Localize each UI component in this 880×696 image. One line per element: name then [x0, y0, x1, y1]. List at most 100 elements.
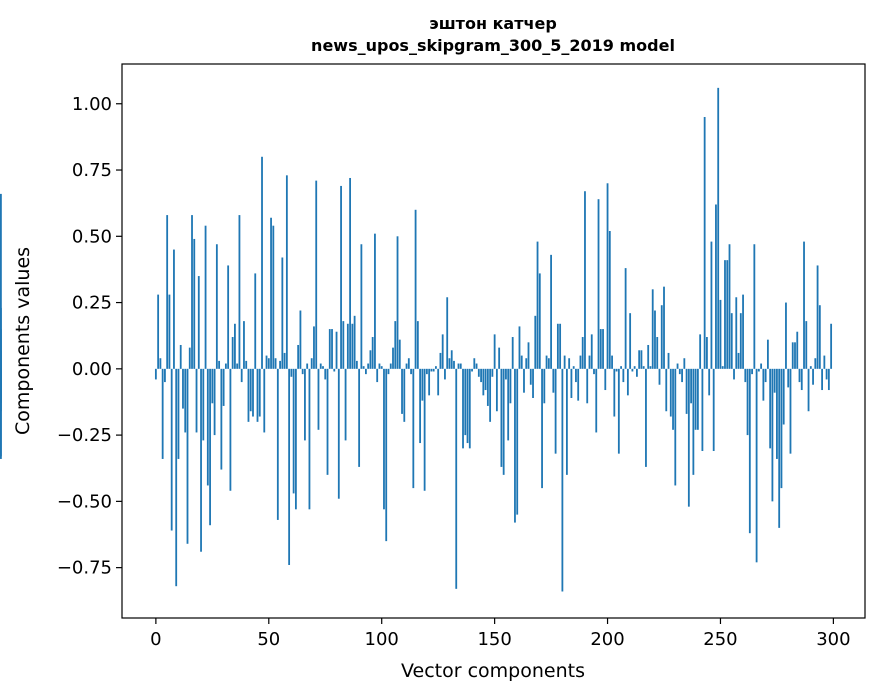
bar: [369, 350, 372, 369]
bar: [633, 366, 636, 369]
bar: [556, 323, 559, 369]
bar: [425, 368, 428, 375]
bar: [256, 368, 259, 422]
bar: [823, 355, 826, 369]
bar: [514, 368, 516, 523]
bar: [362, 366, 365, 369]
bar: [708, 368, 711, 396]
bar: [773, 368, 776, 393]
bar: [505, 368, 507, 380]
bar: [597, 199, 600, 369]
bar: [299, 310, 302, 369]
bar: [204, 225, 207, 369]
bar: [468, 368, 471, 449]
bar: [516, 368, 519, 515]
bar: [222, 368, 225, 406]
bar: [721, 366, 724, 369]
bar: [701, 368, 704, 451]
bar: [588, 355, 591, 369]
bar: [667, 352, 670, 369]
bar: [486, 368, 489, 406]
bar: [333, 368, 336, 372]
bar: [651, 289, 654, 369]
y-tick-label: 0.50: [72, 226, 112, 247]
bar: [337, 368, 340, 499]
bar: [182, 368, 184, 409]
bar: [527, 342, 530, 369]
bar: [511, 337, 514, 369]
bar: [288, 368, 291, 565]
bar: [525, 358, 528, 369]
bar: [766, 339, 769, 369]
bar: [495, 368, 498, 412]
bar: [812, 368, 814, 385]
bar: [782, 368, 785, 425]
bar: [800, 368, 803, 391]
bar: [360, 244, 363, 369]
bar: [324, 368, 327, 380]
bar: [414, 209, 417, 369]
bar: [238, 215, 241, 369]
bar: [547, 358, 550, 369]
bar: [776, 368, 778, 459]
bar: [313, 326, 315, 369]
bar: [640, 350, 643, 369]
bar: [317, 368, 320, 430]
bar: [157, 294, 160, 369]
bar: [577, 368, 580, 401]
bar: [710, 241, 713, 369]
bar: [236, 363, 239, 369]
bar: [281, 257, 284, 369]
bar: [699, 334, 702, 369]
bar: [412, 368, 415, 489]
bar: [534, 315, 537, 369]
bar: [184, 368, 187, 433]
bar: [322, 366, 324, 369]
bar: [0, 193, 2, 369]
bar: [696, 368, 699, 430]
x-axis-label: Vector components: [401, 660, 585, 682]
bar: [428, 368, 431, 396]
bar: [441, 334, 444, 369]
bar: [213, 368, 216, 436]
bar: [179, 344, 182, 369]
bar: [254, 273, 257, 369]
bar: [780, 368, 783, 489]
bar: [755, 368, 758, 563]
bar: [674, 368, 677, 486]
bar: [342, 321, 345, 369]
bar: [762, 368, 765, 401]
bar: [272, 225, 275, 369]
x-axis-ticks: 0 50 100 150 200 250 300: [150, 618, 851, 650]
bar: [663, 286, 665, 369]
bar: [243, 321, 245, 369]
bar: [310, 358, 313, 369]
bar: [599, 329, 602, 369]
y-tick-label: 0.75: [72, 160, 112, 181]
bar: [315, 180, 318, 369]
bar: [301, 368, 304, 375]
bar: [292, 368, 295, 494]
bar: [593, 368, 595, 375]
bar: [685, 368, 688, 414]
bar: [484, 368, 487, 391]
bar: [358, 368, 361, 467]
bar: [660, 305, 663, 369]
bar: [543, 368, 546, 404]
bar: [380, 366, 383, 369]
bar: [374, 233, 376, 369]
bar: [520, 355, 523, 369]
bar: [227, 265, 230, 369]
bar: [642, 366, 645, 369]
bar: [177, 368, 180, 459]
bar: [247, 368, 250, 422]
bar: [191, 215, 193, 369]
chart-title-line1: эштон катчер: [429, 14, 557, 33]
bar: [306, 363, 309, 369]
bar: [559, 323, 562, 369]
bar: [367, 363, 370, 369]
bar: [654, 310, 656, 369]
bar: [787, 368, 790, 388]
bar: [328, 329, 331, 369]
bar: [200, 368, 202, 552]
